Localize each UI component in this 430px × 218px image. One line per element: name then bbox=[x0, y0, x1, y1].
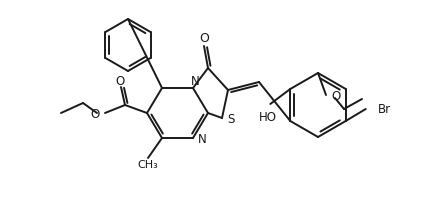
Text: N: N bbox=[190, 75, 200, 87]
Text: S: S bbox=[227, 112, 235, 126]
Text: O: O bbox=[199, 32, 209, 46]
Text: O: O bbox=[91, 107, 100, 121]
Text: HO: HO bbox=[259, 111, 277, 124]
Text: CH₃: CH₃ bbox=[138, 160, 158, 170]
Text: O: O bbox=[115, 75, 125, 87]
Text: O: O bbox=[331, 90, 340, 102]
Text: N: N bbox=[198, 133, 206, 145]
Text: Br: Br bbox=[378, 102, 391, 116]
